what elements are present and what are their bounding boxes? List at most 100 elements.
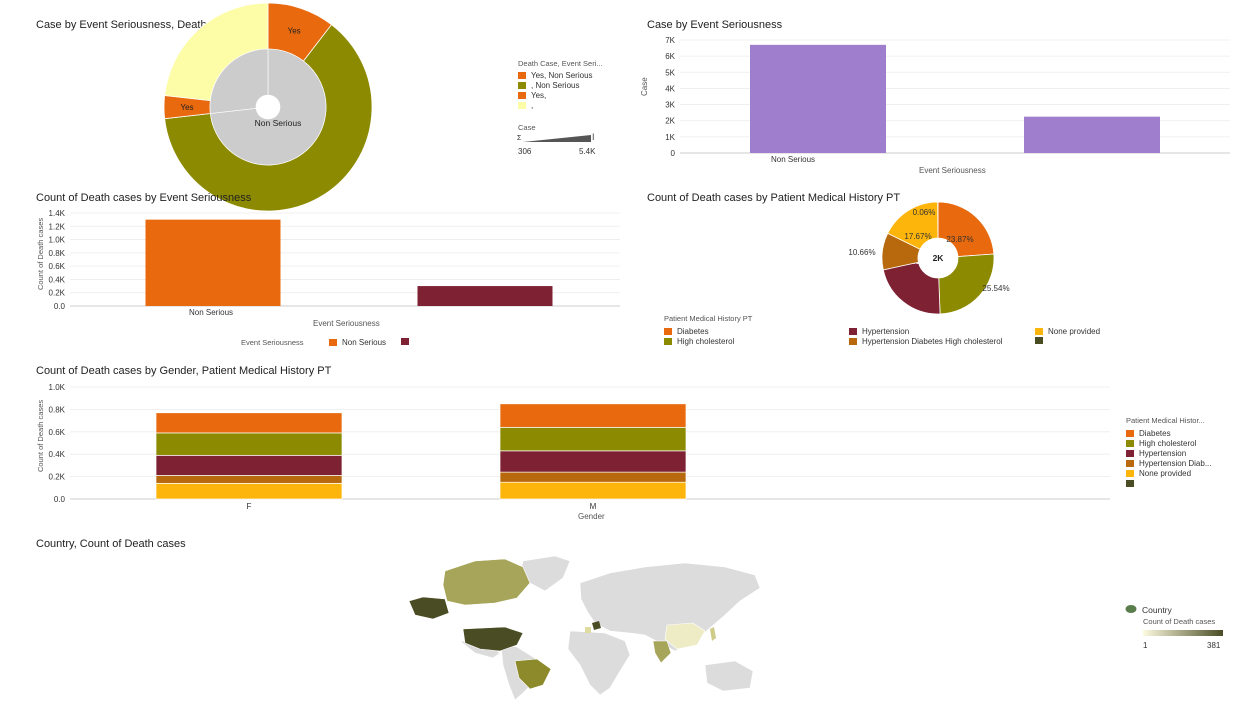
y-tick-label: 0.0 (54, 495, 66, 504)
y-tick-label: 0.8K (49, 249, 66, 258)
medical-history-donut-chart[interactable]: 23.87%25.54%22.19%10.66%17.67%0.06%2K (840, 201, 1040, 315)
stacked-bar-segment (499, 481, 687, 500)
bar (145, 219, 281, 306)
color-scale-bar (1143, 630, 1223, 636)
x-tick-label: F (247, 502, 252, 511)
panel5-legend-item[interactable]: Diabetes (1126, 429, 1171, 438)
panel5-legend-item[interactable]: None provided (1126, 469, 1191, 478)
panel3-title: Count of Death cases by Event Seriousnes… (36, 192, 252, 204)
y-tick-label: 1K (665, 133, 675, 142)
scale-max-label: 381 (1207, 641, 1221, 650)
legend-swatch (664, 338, 672, 345)
size-legend-sigma: Σ (517, 135, 522, 142)
donut-slice (937, 201, 995, 258)
slice-label: Yes (180, 103, 193, 112)
y-tick-label: 5K (665, 68, 675, 77)
size-legend-wedge (523, 135, 591, 142)
stacked-bar-segment (499, 403, 687, 428)
panel3-legend-item[interactable]: Non Serious (329, 338, 386, 347)
panel4-legend-item[interactable]: Diabetes (664, 327, 709, 336)
legend-swatch (1126, 480, 1134, 487)
japan (710, 627, 716, 641)
donut-total-label: 2K (933, 253, 945, 263)
y-tick-label: 3K (665, 101, 675, 110)
y-tick-label: 4K (665, 84, 675, 93)
y-tick-label: 0 (671, 149, 676, 158)
panel5-ylabel: Count of Death cases (36, 399, 45, 472)
panel3-legend-title: Event Seriousness (241, 338, 304, 347)
gender-medical-history-stacked-bar-chart[interactable]: 0.0 0.2K 0.4K 0.6K 0.8K 1.0K F M (30, 380, 1120, 511)
legend-swatch (518, 82, 526, 89)
death-cases-by-seriousness-bar-chart[interactable]: 0.0 0.2K 0.4K 0.6K 0.8K 1.0K 1.2K 1.4K (30, 206, 630, 316)
stacked-bar-segment (155, 432, 343, 456)
europe-country-light (585, 627, 591, 633)
legend-label: High cholesterol (1139, 439, 1197, 448)
panel5-legend-item[interactable]: Hypertension Diab... (1126, 459, 1211, 468)
legend-swatch (849, 338, 857, 345)
panel4-legend-item[interactable]: Hypertension (849, 327, 909, 336)
cursor-icon: I (592, 132, 595, 142)
legend-label: Diabetes (1139, 429, 1171, 438)
legend-swatch (1035, 328, 1043, 335)
seriousness-death-case-pie[interactable]: Yes Yes Non Serious (160, 2, 380, 212)
legend-label: High cholesterol (677, 337, 735, 346)
panel1-legend-item[interactable]: , (518, 101, 533, 110)
panel6-legend-title: Country (1142, 605, 1172, 615)
world-choropleth-map[interactable] (405, 553, 765, 703)
legend-swatch (1126, 440, 1134, 447)
y-tick-label: 0.0 (54, 302, 66, 311)
stacked-bar-segment (155, 412, 343, 434)
legend-label: Hypertension Diab... (1139, 459, 1212, 468)
panel5-legend-item[interactable]: Hypertension (1126, 449, 1186, 458)
y-tick-label: 0.8K (49, 405, 66, 414)
panel4-legend-item[interactable]: None provided (1035, 327, 1100, 336)
panel3-cat-label: Non Serious (189, 308, 234, 317)
legend-swatch (1126, 430, 1134, 437)
panel4-legend-item[interactable]: High cholesterol (664, 337, 734, 346)
inner-ring-label: Non Serious (255, 118, 302, 128)
panel4-legend-item[interactable] (1035, 337, 1048, 344)
panel4-legend-title: Patient Medical History PT (664, 314, 753, 323)
y-tick-label: 0.4K (49, 275, 66, 284)
legend-label: Hypertension (862, 327, 910, 336)
legend-swatch (849, 328, 857, 335)
panel5-xlabel: Gender (578, 512, 605, 521)
panel1-legend-item[interactable]: Yes, Non Serious (518, 71, 593, 80)
legend-swatch (1035, 337, 1043, 344)
stacked-bar-segment (155, 482, 343, 500)
panel3-ylabel: Count of Death cases (36, 217, 45, 290)
stacked-bar-segment (155, 475, 343, 484)
legend-swatch (329, 339, 337, 346)
country-legend-icon (1125, 605, 1137, 613)
scale-min-label: 1 (1143, 641, 1148, 650)
y-tick-label: 6K (665, 52, 675, 61)
legend-swatch (664, 328, 672, 335)
africa (567, 630, 631, 696)
y-tick-label: 0.6K (49, 262, 66, 271)
india (652, 640, 672, 664)
x-tick-label: M (590, 502, 597, 511)
y-tick-label: 1.0K (49, 383, 66, 392)
bar (750, 44, 886, 153)
bar (1024, 116, 1160, 153)
panel6-title: Country, Count of Death cases (36, 538, 186, 550)
panel1-legend-item[interactable]: , Non Serious (518, 81, 579, 90)
panel2-ylabel: Case (640, 77, 649, 96)
panel4-legend-item[interactable]: Hypertension Diabetes High cholesterol (849, 337, 1003, 346)
panel5-legend-title: Patient Medical Histor... (1126, 416, 1205, 425)
y-tick-label: 0.4K (49, 450, 66, 459)
legend-label: None provided (1048, 327, 1101, 336)
y-tick-label: 1.4K (49, 209, 66, 218)
stacked-bar-segment (499, 471, 687, 483)
stacked-bar-segment (155, 454, 343, 476)
donut-slice (882, 261, 941, 315)
slice-percent-label: 10.66% (848, 248, 875, 257)
panel3-legend-item[interactable] (401, 338, 414, 345)
panel1-legend-item[interactable]: Yes, (518, 91, 546, 100)
case-by-seriousness-bar-chart[interactable]: 0 1K 2K 3K 4K 5K 6K 7K (640, 34, 1240, 184)
y-tick-label: 2K (665, 117, 675, 126)
panel5-legend-item[interactable]: High cholesterol (1126, 439, 1196, 448)
panel1-legend-title: Death Case, Event Seri... (518, 59, 603, 68)
panel5-legend-item[interactable] (1126, 480, 1139, 487)
panel2-title: Case by Event Seriousness (647, 19, 783, 31)
